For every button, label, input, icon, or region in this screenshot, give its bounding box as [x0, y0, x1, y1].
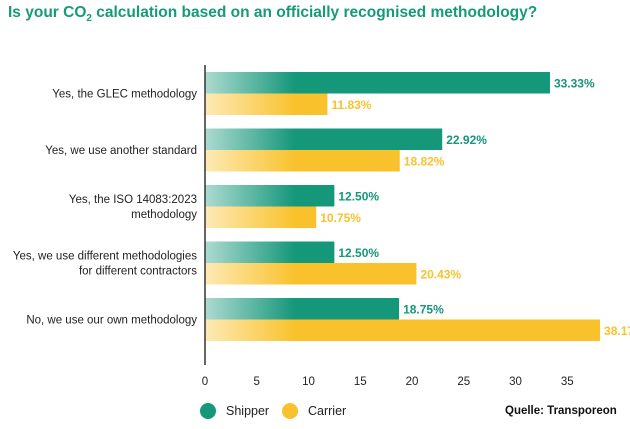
bar-chart: 33.33% 11.83% Yes, the GLEC methodology 22.…	[13, 65, 630, 388]
title-text-pre: Is your CO	[8, 4, 87, 21]
bar-carrier-0	[205, 93, 328, 115]
category-label-4: No, we use our own methodology	[26, 315, 197, 327]
legend-carrier: Carrier	[282, 400, 346, 422]
category-label-3-line-0: Yes, we use different methodologies	[13, 251, 197, 263]
legend-shipper: Shipper	[200, 400, 269, 422]
bar-carrier-4	[205, 319, 601, 341]
category-label-2-line-1: methodology	[131, 209, 197, 221]
bar-shipper-4	[205, 298, 400, 320]
title-text-post: calculation based on an officially recog…	[91, 4, 538, 21]
title-subscript: 2	[86, 13, 92, 25]
bar-shipper-3	[205, 241, 335, 263]
chart-title: Is your CO2 calculation based on an offi…	[8, 4, 623, 26]
value-label-shipper-3: 12.50%	[338, 246, 379, 260]
x-tick-label-20: 20	[406, 376, 419, 388]
value-label-carrier-3: 20.43%	[420, 267, 461, 281]
category-label-1: Yes, we use another standard	[45, 145, 197, 157]
value-label-shipper-0: 33.33%	[554, 76, 595, 90]
value-label-shipper-2: 12.50%	[338, 189, 379, 203]
bar-carrier-2	[205, 206, 317, 228]
x-tick-label-0: 0	[202, 376, 208, 388]
bar-carrier-1	[205, 150, 400, 172]
bar-shipper-2	[205, 185, 335, 207]
value-label-shipper-4: 18.75%	[403, 302, 444, 316]
x-tick-label-10: 10	[302, 376, 315, 388]
category-label-2-line-0: Yes, the ISO 14083:2023	[69, 194, 197, 206]
category-label-0: Yes, the GLEC methodology	[52, 89, 197, 101]
bar-shipper-1	[205, 128, 443, 150]
value-label-carrier-4: 38.17%	[604, 324, 630, 338]
value-label-shipper-1: 22.92%	[446, 133, 487, 147]
value-label-carrier-2: 10.75%	[320, 211, 361, 225]
legend-shipper-swatch	[200, 403, 216, 419]
x-tick-label-30: 30	[509, 376, 522, 388]
legend-shipper-label: Shipper	[226, 404, 270, 418]
bar-shipper-0	[205, 72, 550, 94]
value-label-carrier-0: 11.83%	[331, 98, 371, 112]
legend-carrier-swatch	[282, 403, 298, 419]
x-tick-label-25: 25	[457, 376, 470, 388]
value-label-carrier-1: 18.82%	[404, 154, 445, 168]
x-tick-label-15: 15	[354, 376, 367, 388]
bar-carrier-3	[205, 263, 417, 285]
category-label-3-line-1: for different contractors	[79, 266, 197, 278]
x-tick-label-35: 35	[561, 376, 574, 388]
legend-carrier-label: Carrier	[308, 404, 347, 418]
x-tick-label-5: 5	[254, 376, 260, 388]
source-note: Quelle: Transporeon	[505, 405, 617, 417]
